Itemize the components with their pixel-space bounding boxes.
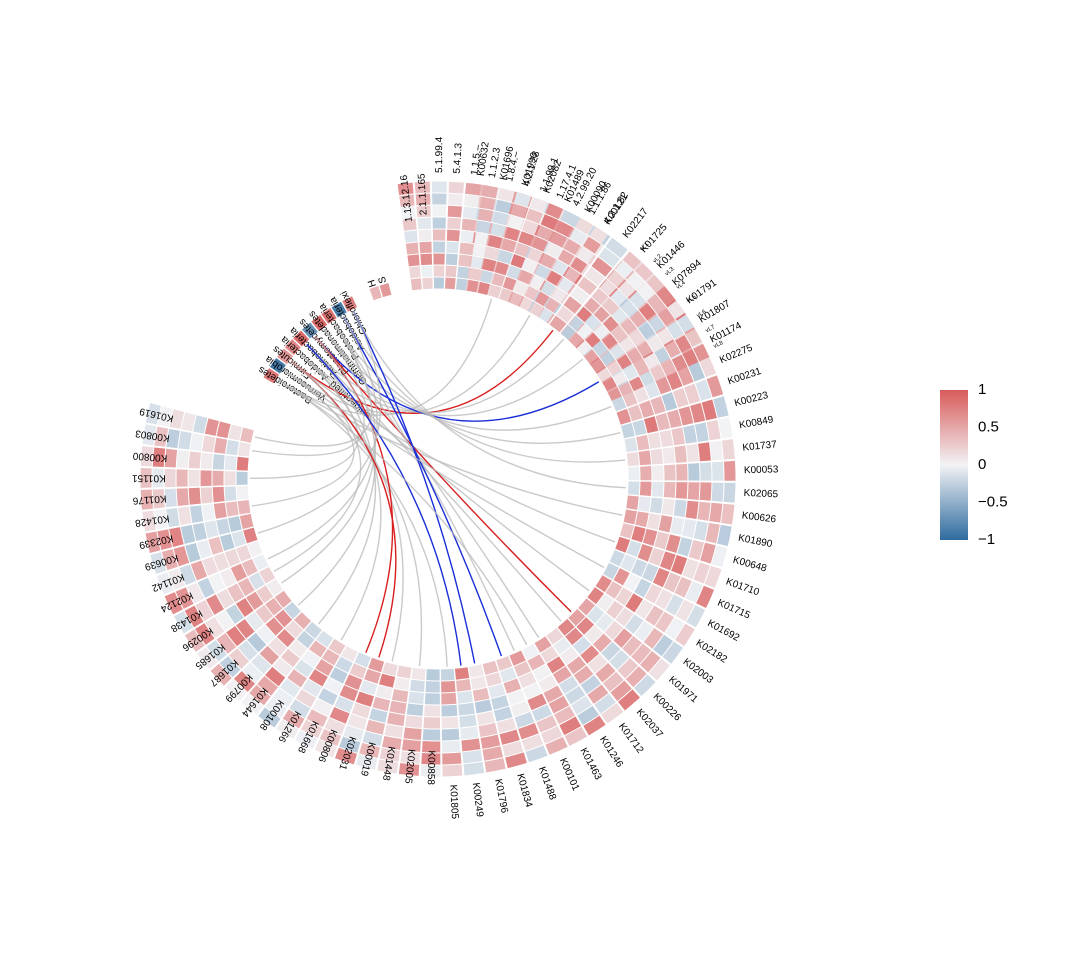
legend-tick: 1 bbox=[978, 381, 986, 398]
legend-tick: 0.5 bbox=[978, 418, 999, 435]
column-label: 5.4.1.3 bbox=[452, 142, 465, 174]
legend-tick: −1 bbox=[978, 531, 995, 548]
legend-tick: 0 bbox=[978, 456, 986, 473]
column-label: K00858 bbox=[425, 750, 437, 785]
column-label: 5.1.99.4 bbox=[434, 136, 445, 173]
circos-plot-svg: K00632K01696K01990K02082K01489K00090K001… bbox=[0, 0, 1080, 958]
column-label: 2.1.1.165 bbox=[416, 173, 429, 216]
column-label: K01805 bbox=[447, 784, 460, 819]
column-label: K00053 bbox=[744, 464, 779, 476]
column-label: K01151 bbox=[132, 472, 166, 483]
legend-tick: −0.5 bbox=[978, 493, 1008, 510]
column-label: K02065 bbox=[743, 488, 778, 501]
